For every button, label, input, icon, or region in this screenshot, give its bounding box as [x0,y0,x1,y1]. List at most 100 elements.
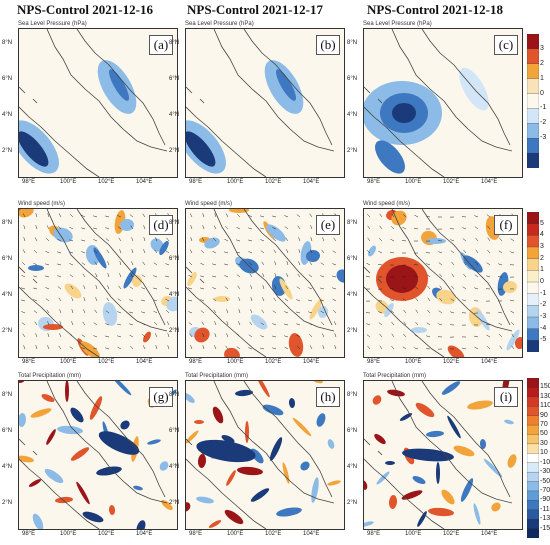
lat-tick-label: 4°N [2,112,13,118]
wind-vector [402,287,407,290]
lat-tick-label: 4°N [169,464,180,470]
wind-vector [474,335,479,338]
precip-anomaly [46,429,56,445]
precip-anomaly [460,478,474,502]
precip-anomaly [313,381,323,384]
wind-vector [93,215,98,218]
colorbar-swatch [526,48,540,65]
wind-vector [141,287,146,290]
colorbar-tick-label: 5 [540,219,544,227]
lon-tick-label: 98°E [367,531,381,537]
wind-vector [236,274,241,278]
wind-anomaly [229,209,249,213]
wind-vector [202,345,205,350]
wind-vector [117,298,122,302]
wind-vector [70,285,74,290]
colorbar-swatch [526,123,540,139]
wind-vector [390,310,395,314]
precip-anomaly [41,393,55,403]
colorbar-tick-label: 90 [540,411,548,419]
coastline [213,381,335,504]
wind-vector [202,225,205,230]
wind-vector [212,298,217,302]
wind-vector [378,238,383,242]
coastline [364,286,445,357]
lat-tick-label: 2°N [2,148,13,154]
lon-tick-label: 100°E [405,179,422,185]
wind-anomaly [368,245,376,257]
wind-vector [308,299,313,302]
wind-vector [366,262,371,266]
wind-vector [427,285,431,290]
wind-vector [261,261,265,266]
precip-anomaly [224,509,244,525]
lat-tick-label: 6°N [2,256,13,262]
wind-anomaly [194,327,210,343]
column-title-3: NPS-Control 2021-12-18 [367,2,503,17]
wind-anomaly [391,210,407,226]
colorbar-swatch [526,462,540,473]
wind-vector [321,249,325,254]
wind-vector [321,321,325,326]
wind-vector [118,237,122,242]
precip-anomaly [136,520,146,529]
wind-anomaly [447,345,465,357]
precip-anomaly [57,425,83,435]
wind-vector [438,323,443,326]
wind-vector [498,311,503,314]
wind-vector [213,225,217,230]
wind-vector [165,298,170,302]
wind-vector [202,213,205,218]
colorbar-tick-label: 4 [540,231,544,239]
colorbar-tick-label: 30 [540,439,548,447]
wind-vector [129,299,134,302]
wind-vector [391,213,395,218]
precip-anomaly [237,466,263,476]
wind-vector [237,285,241,290]
wind-vector [155,345,158,350]
precip-anomaly [376,471,390,485]
map-panel-f: (f) [363,208,523,358]
lon-tick-label: 104°E [136,531,153,537]
wind-vector [47,345,50,350]
panel-letter: (h) [316,387,340,407]
map-field [186,381,341,529]
wind-vector [462,299,467,302]
wind-vector [297,345,301,350]
coastline [186,286,267,357]
wind-anomaly [375,300,389,314]
wind-vector [93,347,98,350]
lat-tick-label: 4°N [169,292,180,298]
coastline [19,106,100,177]
wind-vector [378,311,383,314]
colorbar-tick-label: 110 [540,402,550,410]
colorbar-tick-label: 0 [540,89,544,97]
precip-anomaly [212,406,224,424]
coastline [364,86,383,104]
wind-vector [118,285,122,290]
wind-vector [143,249,146,254]
wind-vector [93,227,98,230]
colorbar-tick-label: -1 [540,289,547,297]
panel-variable-label: Sea Level Pressure (hPa) [18,21,87,27]
wind-vector [81,262,86,266]
colorbar-swatch [526,415,540,426]
wind-vector [274,273,277,278]
precip-anomaly [98,431,140,455]
wind-vector [320,287,325,290]
lat-tick-label: 2°N [347,148,358,154]
colorbar-swatch [526,340,540,353]
coastline [186,438,205,456]
precip-anomaly [327,439,335,449]
wind-vector [261,309,265,314]
wind-vector [83,297,86,302]
wind-vector [69,226,74,230]
wind-vector [225,213,229,218]
wind-anomaly [386,265,418,293]
wind-vector [321,333,325,338]
wind-vector [45,238,50,242]
wind-anomaly [143,331,151,343]
wind-anomaly [309,298,323,320]
wind-vector [298,261,301,266]
wind-vector [463,249,467,254]
